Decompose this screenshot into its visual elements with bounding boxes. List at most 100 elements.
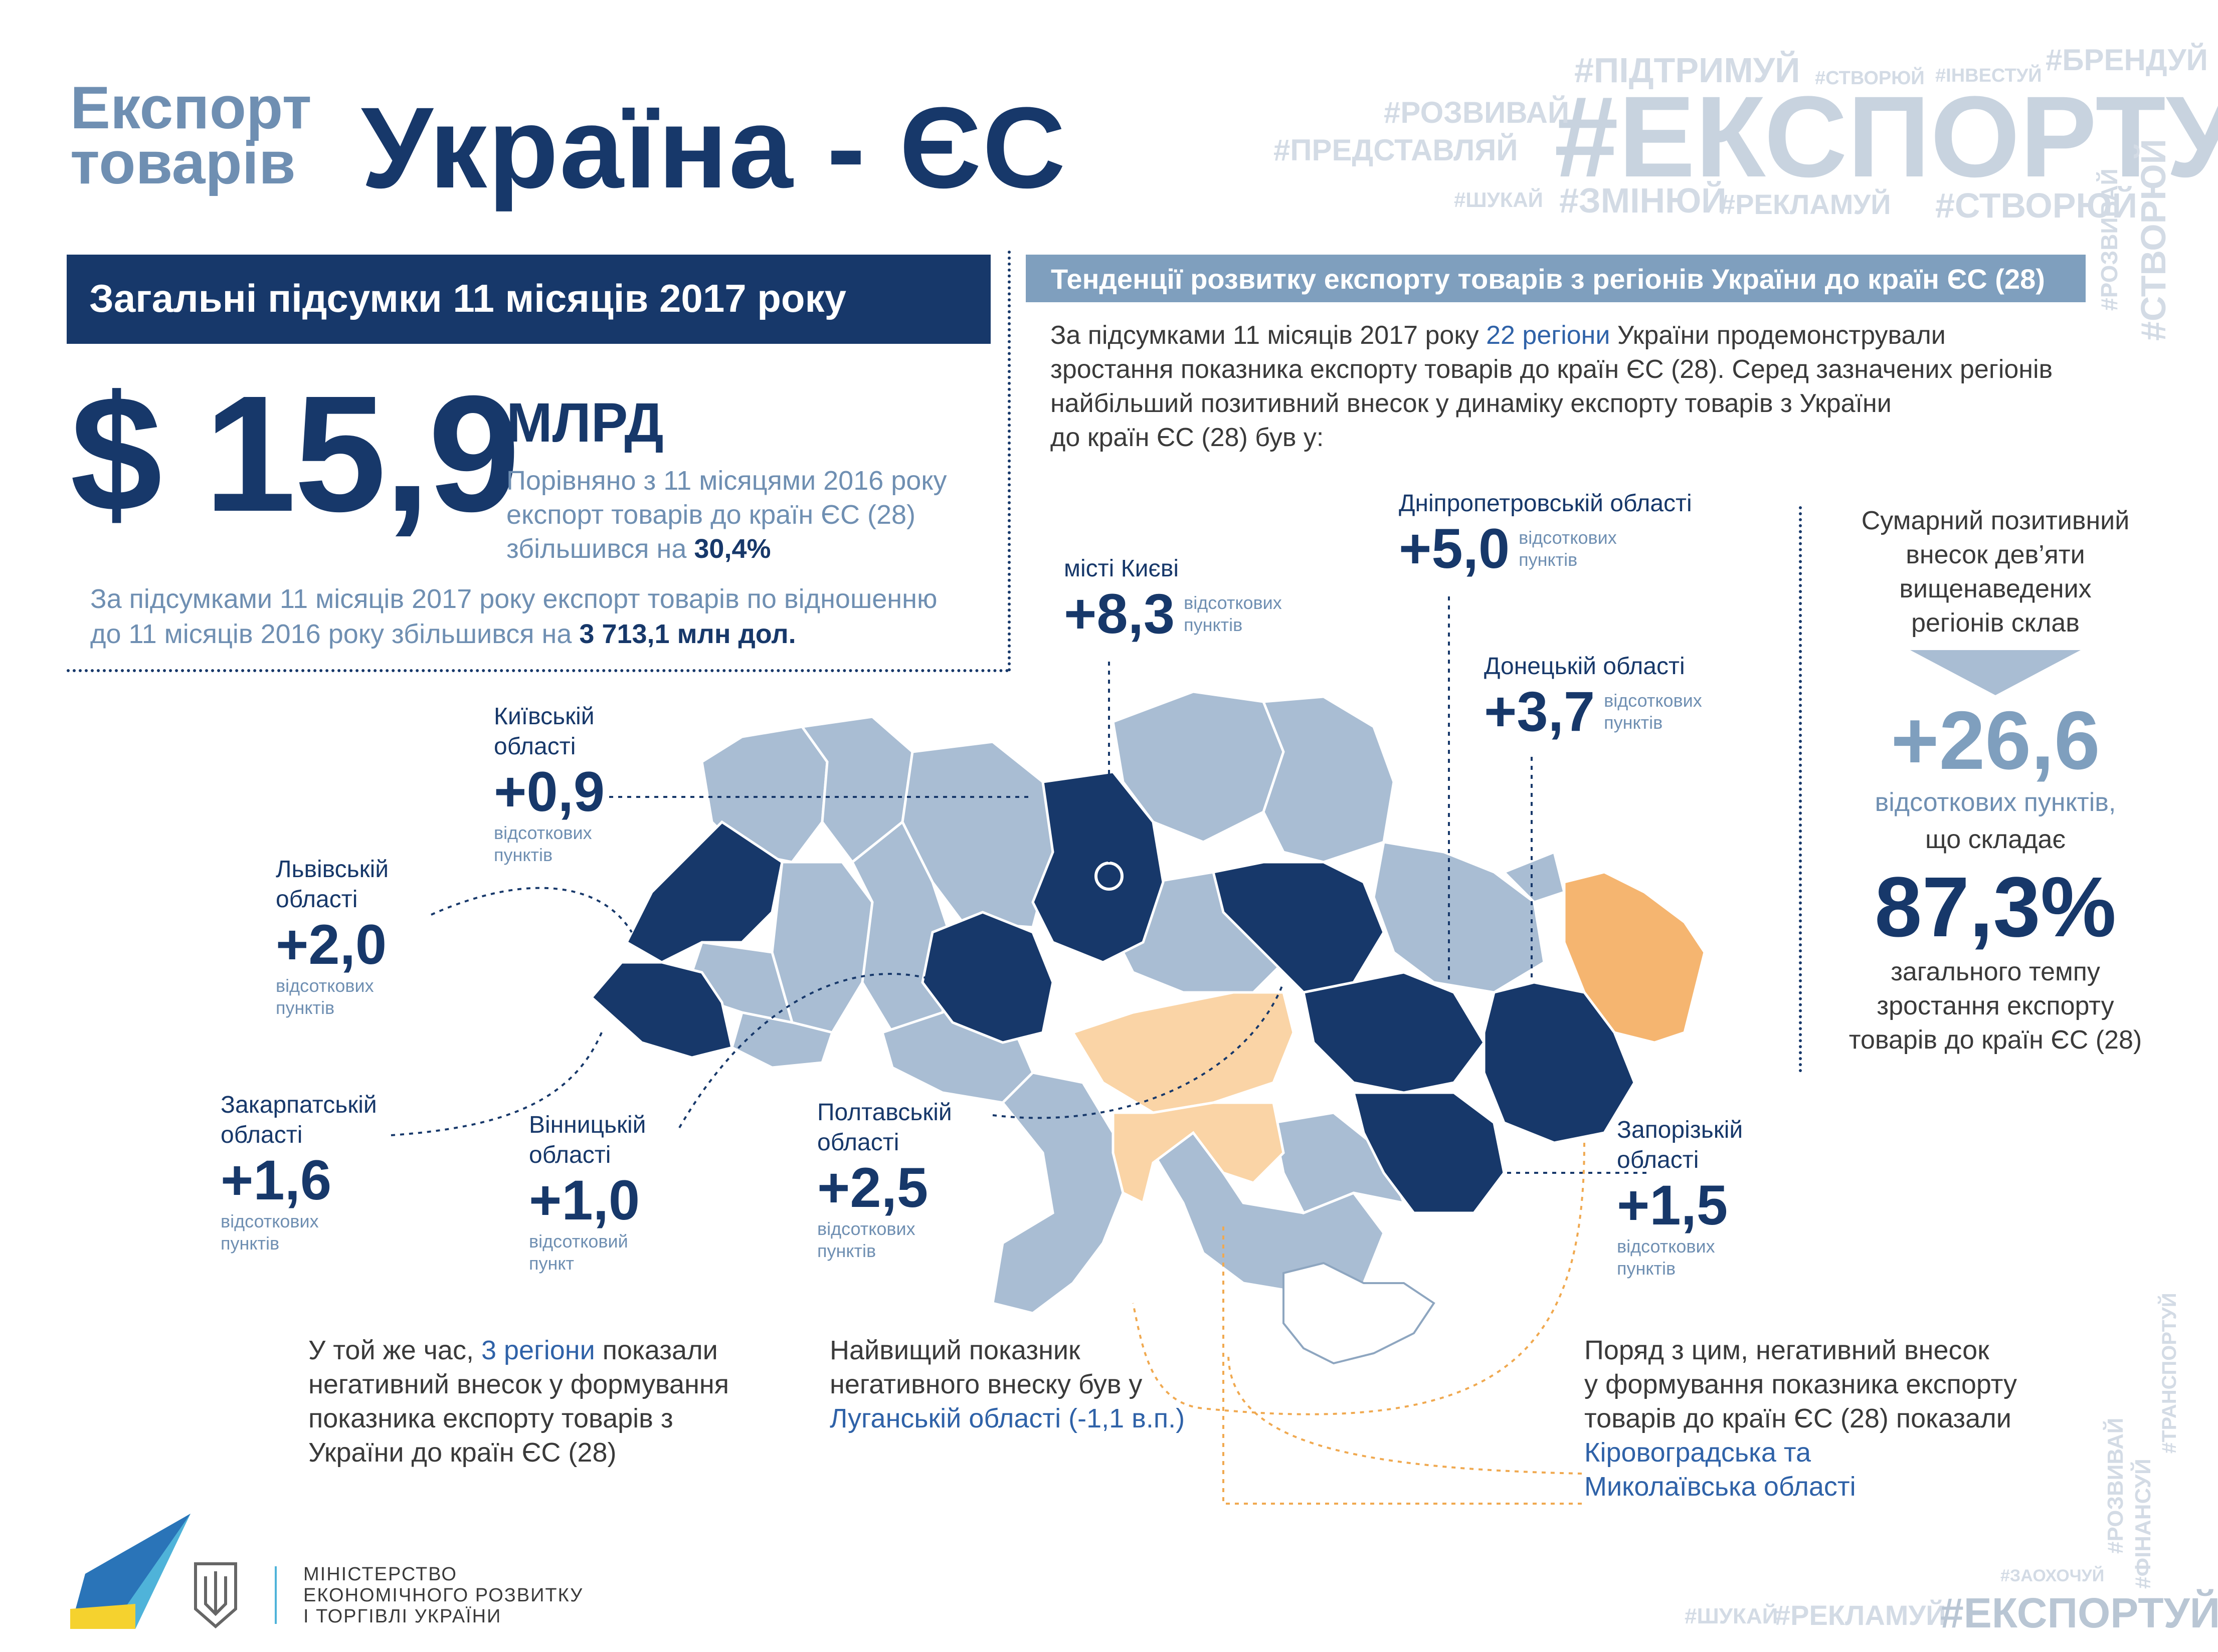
map-regions-peach bbox=[1071, 991, 1295, 1205]
kyiv-city-marker bbox=[1094, 862, 1124, 891]
callout-name-2: області bbox=[817, 1129, 899, 1156]
ministry-logo-icon bbox=[70, 1514, 191, 1629]
hashtag: #ПІДТРИМУЙ bbox=[1574, 51, 1800, 90]
callout-name-2: області bbox=[276, 886, 358, 913]
region-luhansk bbox=[1563, 871, 1706, 1044]
callout-unit-1: відсоткових bbox=[494, 822, 592, 843]
callout-unit-1: відсоткових bbox=[1519, 527, 1617, 548]
ministry-name-3: І ТОРГІВЛІ УКРАЇНИ bbox=[303, 1606, 502, 1627]
hashtag: #РЕКЛАМУЙ bbox=[1775, 1599, 1946, 1631]
callout-zaporizhzhia: Запорізькій області +1,5 відсоткових пун… bbox=[1617, 1115, 1743, 1280]
callout-poltava: Полтавській області +2,5 відсоткових пун… bbox=[817, 1098, 952, 1262]
total-unit: відсоткових пунктів, bbox=[1875, 788, 2116, 817]
footer-divider bbox=[275, 1566, 277, 1624]
negative-right: Поряд з цим, негативний внесок у формува… bbox=[1584, 1333, 2017, 1504]
region-sumy bbox=[1261, 695, 1395, 864]
region-mykolaiv-kherson bbox=[1152, 1121, 1385, 1295]
callout-zakarpattia: Закарпатській області +1,6 відсоткових п… bbox=[221, 1090, 377, 1255]
summary-title-bar: Загальні підсумки 11 місяців 2017 року bbox=[67, 255, 991, 344]
negative-left-highlight: 3 регіони bbox=[481, 1335, 595, 1365]
total-that: що складає bbox=[1925, 825, 2066, 854]
region-donetsk bbox=[1483, 981, 1636, 1144]
negative-left-suffix: показали bbox=[595, 1335, 718, 1365]
total-intro: Сумарний позитивний внесок дев’яти вищен… bbox=[1820, 504, 2171, 640]
total-arrow-icon bbox=[1910, 650, 2081, 695]
callout-value: +1,0 bbox=[529, 1169, 640, 1231]
callout-name-2: області bbox=[529, 1142, 611, 1168]
total-line-3: вищенаведених bbox=[1899, 574, 2092, 603]
hashtag: #ЕКСПОРТУЙ bbox=[1940, 1589, 2218, 1636]
total-line-4: регіонів склав bbox=[1911, 608, 2080, 638]
callout-unit-2: пунктів bbox=[1617, 1258, 1676, 1279]
negative-leader-luhansk bbox=[1132, 1142, 1585, 1415]
callout-unit-2: пунктів bbox=[276, 997, 335, 1018]
header-subtitle-line-1: Експорт bbox=[70, 74, 312, 141]
callout-name: Донецькій області bbox=[1484, 653, 1685, 680]
negative-right-line-2: у формування показника експорту bbox=[1584, 1369, 2017, 1399]
page-title: Україна - ЄС bbox=[361, 83, 1067, 212]
trends-intro-highlight: 22 регіони bbox=[1486, 321, 1610, 350]
callout-name: місті Києві bbox=[1064, 555, 1179, 582]
total-tail-2: зростання експорту bbox=[1877, 991, 2114, 1020]
callout-name-2: області bbox=[494, 733, 576, 760]
trends-title: Тенденції розвитку експорту товарів з ре… bbox=[1051, 263, 2045, 295]
callout-unit-1: відсоткових bbox=[221, 1211, 319, 1231]
callout-name-1: Вінницькій bbox=[529, 1112, 646, 1138]
callout-value: +2,5 bbox=[817, 1156, 929, 1219]
callout-name-1: Закарпатській bbox=[221, 1092, 377, 1118]
region-dnipro bbox=[1302, 971, 1486, 1094]
callout-unit-2: пунктів bbox=[1519, 549, 1578, 570]
callout-unit: відсоткових пунктів bbox=[1184, 592, 1282, 636]
negative-left-line-3: показника експорту товарів з bbox=[308, 1403, 673, 1433]
ministry-name-2: ЕКОНОМІЧНОГО РОЗВИТКУ bbox=[303, 1585, 584, 1606]
summary-divider-vertical bbox=[1008, 251, 1011, 672]
callout-kyiv-city: місті Києві +8,3 відсоткових пунктів bbox=[1064, 554, 1282, 644]
callout-unit-2: пунктів bbox=[1184, 614, 1243, 635]
callout-unit-1: відсоткових bbox=[1604, 690, 1702, 711]
region-kirovohrad bbox=[1071, 991, 1295, 1114]
summary-compare-prefix: збільшився на bbox=[506, 534, 694, 564]
callout-unit-1: відсоткових bbox=[276, 975, 374, 996]
total-value: +26,6 bbox=[1891, 694, 2100, 786]
total-tail-3: товарів до країн ЄС (28) bbox=[1849, 1025, 2142, 1055]
callout-unit-2: пунктів bbox=[1604, 712, 1663, 733]
region-vinnytsia-navy bbox=[921, 911, 1054, 1044]
callout-donetsk: Донецькій області +3,7 відсоткових пункті… bbox=[1484, 652, 1702, 742]
summary-note-line-2: до 11 місяців 2016 року збільшився на 3 … bbox=[90, 616, 937, 652]
callout-kyiv-oblast: Київській області +0,9 відсоткових пункт… bbox=[494, 702, 605, 866]
trends-intro-line-3: найбільший позитивний внесок у динаміку … bbox=[1050, 389, 1892, 418]
callout-name: Дніпропетровській області bbox=[1399, 490, 1692, 517]
hashtag: #ІНВЕСТУЙ bbox=[1935, 65, 2042, 86]
summary-compare: Порівняно з 11 місяцями 2016 року експор… bbox=[506, 464, 947, 566]
negative-middle-line-1: Найвищий показник bbox=[830, 1335, 1080, 1365]
region-kharkiv bbox=[1372, 841, 1546, 994]
trends-intro-line-1: За підсумками 11 місяців 2017 року 22 ре… bbox=[1050, 318, 2053, 352]
region-zaporizhzhia bbox=[1352, 1091, 1506, 1214]
summary-note-line-1: За підсумками 11 місяців 2017 року експо… bbox=[90, 584, 938, 614]
region-kherson bbox=[1272, 1111, 1406, 1215]
summary-note: За підсумками 11 місяців 2017 року експо… bbox=[90, 581, 937, 652]
callout-name-1: Полтавській bbox=[817, 1099, 952, 1126]
callout-name-2: області bbox=[1617, 1147, 1699, 1173]
summary-amount: $ 15,9 bbox=[70, 361, 520, 546]
total-line-1: Сумарний позитивний bbox=[1861, 506, 2130, 535]
callout-name-2: області bbox=[221, 1122, 303, 1148]
trends-intro-prefix: За підсумками 11 місяців 2017 року bbox=[1050, 321, 1487, 350]
region-zakarpattia bbox=[590, 961, 733, 1059]
callout-value: +1,5 bbox=[1617, 1174, 1728, 1236]
header-subtitle: Експорт товарів bbox=[70, 74, 312, 193]
negative-left: У той же час, 3 регіони показали негатив… bbox=[308, 1333, 729, 1470]
hashtag-main: #ЕКСПОРТУЙ bbox=[1554, 72, 2218, 201]
hashtag: #ЗМІНЮЙ bbox=[1559, 181, 1727, 220]
callout-unit-1: відсоткових bbox=[1184, 592, 1282, 613]
callout-unit-1: відсотковий bbox=[529, 1231, 628, 1252]
summary-compare-line-1: Порівняно з 11 місяцями 2016 року bbox=[506, 466, 947, 496]
hashtag: #БРЕНДУЙ bbox=[2046, 43, 2208, 77]
total-tail: загального темпу зростання експорту това… bbox=[1820, 955, 2171, 1057]
region-crimea bbox=[1282, 1262, 1435, 1365]
ministry-name: МІНІСТЕРСТВО ЕКОНОМІЧНОГО РОЗВИТКУ І ТОР… bbox=[303, 1564, 583, 1627]
callout-name-1: Київській bbox=[494, 703, 595, 730]
map-negative-lines bbox=[1132, 1142, 1585, 1505]
total-line-2: внесок дев’яти bbox=[1906, 540, 2085, 569]
